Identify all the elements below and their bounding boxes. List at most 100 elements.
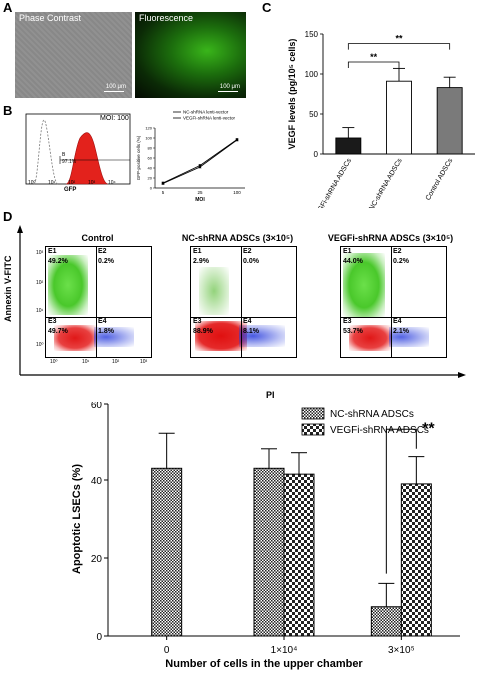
- vegf-bar: [386, 80, 412, 155]
- apop-legend-swatch: [301, 423, 325, 436]
- line-legend-label: NC-shRNA lenti-vector: [183, 110, 229, 115]
- hist-tick-2: 10²: [68, 180, 76, 186]
- line-y-tick-label: 20: [148, 176, 153, 181]
- flow-plot-3: [340, 246, 447, 358]
- panel-letter-c: C: [262, 0, 272, 15]
- line-series-0: [162, 139, 238, 184]
- line-y-tick-label: 100: [145, 136, 152, 141]
- flow-x-tick-0: 10⁰: [50, 359, 58, 365]
- gfp-positive-curve: [65, 132, 109, 185]
- vegf-bar: [335, 137, 362, 155]
- histogram-x-label: GFP: [64, 187, 77, 193]
- line-y-tick-label: 0: [150, 186, 153, 191]
- apop-y-tick-label: 0: [96, 632, 102, 643]
- scatter-cluster-upper-left: [343, 253, 385, 317]
- apop-x-tick-label: 3×10⁵: [388, 645, 415, 656]
- panel-letter-b: B: [3, 103, 13, 118]
- line-x-tick-label: 100: [233, 190, 241, 195]
- fluorescence-image: Fluorescence 100 μm: [135, 12, 246, 98]
- phase-contrast-image: Phase Contrast 100 μm: [15, 12, 132, 98]
- apop-bar: [283, 473, 315, 637]
- apop-legend-label: VEGFi-shRNA ADSCs: [330, 425, 429, 436]
- vegf-y-tick-label: 150: [305, 30, 319, 39]
- fluorescence-label: Fluorescence: [139, 13, 194, 23]
- gfp-histogram: [25, 113, 131, 185]
- apop-x-tick-label: 1×10⁴: [271, 645, 298, 656]
- q-e4-label-3: E4: [393, 318, 402, 325]
- q-e2-value-2: 0.0%: [243, 258, 259, 265]
- panel-letter-d: D: [3, 209, 13, 224]
- scatter-cluster-lower-left: [349, 325, 391, 351]
- line-x-tick-label: 25: [197, 190, 203, 195]
- vegf-y-tick-label: 100: [305, 70, 319, 79]
- apop-bar: [370, 606, 402, 637]
- line-x-tick-label: 5: [162, 190, 165, 195]
- flow-x-tick-3: 10³: [140, 359, 148, 365]
- scatter-cluster-upper-left: [48, 255, 88, 315]
- flow-x-tick-2: 10²: [112, 359, 120, 365]
- scale-bar-right: [218, 91, 238, 92]
- line-y-label: GFP-positive cells (%): [136, 135, 141, 180]
- q-e2-value-1: 0.2%: [98, 258, 114, 265]
- q-e1-label-3: E1: [343, 248, 352, 255]
- quadrant-vline: [96, 247, 97, 357]
- flow-x-label: PI: [266, 390, 275, 400]
- vegf-x-tick-label: Control ADSCs: [425, 157, 455, 202]
- q-e4-label-2: E4: [243, 318, 252, 325]
- phase-contrast-label: Phase Contrast: [19, 13, 82, 23]
- hist-tick-1: 10¹: [48, 180, 56, 186]
- quadrant-hline: [191, 317, 296, 318]
- scatter-cluster-upper-left: [199, 267, 229, 315]
- vegf-x-tick-label: VEGFi-shRNA ADSCs: [312, 157, 353, 208]
- line-y-tick-label: 60: [148, 156, 153, 161]
- apop-legend-swatch: [301, 407, 325, 420]
- line-y-tick-label: 120: [145, 126, 152, 131]
- vegf-sig-bracket: [347, 43, 451, 50]
- line-point: [235, 138, 239, 142]
- apop-legend-label: NC-shRNA ADSCs: [330, 409, 414, 420]
- flow-y-tick-3: 10³: [36, 250, 44, 256]
- apop-bar: [400, 483, 432, 637]
- scatter-cluster-lower-right: [239, 325, 285, 347]
- q-e3-label-2: E3: [193, 318, 202, 325]
- flow-y-label: Annexin V-FITC: [3, 255, 13, 322]
- apop-y-tick-label: 40: [91, 476, 103, 487]
- line-point: [161, 181, 165, 185]
- line-point: [198, 165, 202, 169]
- gate-label: B: [62, 152, 66, 158]
- apoptosis-bar-chart: 0 20 40 60 Apoptotic LSECs (%) 0 1×10⁴ 3×10⁵ Num…: [71, 402, 460, 670]
- vegf-sig-label: **: [370, 52, 378, 62]
- apop-x-label: Number of cells in the upper chamber: [165, 658, 363, 670]
- vegf-sig-bracket: [347, 61, 400, 68]
- scatter-cluster-lower-right: [389, 327, 429, 347]
- vegf-bar: [436, 87, 463, 155]
- apop-bar: [151, 467, 183, 637]
- scatter-cluster-lower-left: [54, 325, 96, 351]
- scatter-cluster-lower-right: [94, 327, 134, 347]
- flow-plot-1: [45, 246, 152, 358]
- flow-y-tick-0: 10⁰: [36, 342, 44, 348]
- q-e1-label-2: E1: [193, 248, 202, 255]
- flow-plot-title-1: Control: [81, 233, 114, 243]
- quadrant-vline: [391, 247, 392, 357]
- apop-y-tick-label: 20: [91, 554, 103, 565]
- hist-tick-4: 10⁴: [108, 180, 116, 186]
- flow-plot-title-3: VEGFi-shRNA ADSCs (3×10⁵): [327, 233, 454, 243]
- line-y-tick-label: 40: [148, 166, 153, 171]
- quadrant-hline: [341, 317, 446, 318]
- scale-label-right: 100 μm: [219, 84, 240, 90]
- line-legend-label: VEGFi-shRNA lenti-vector: [183, 116, 236, 121]
- q-e3-label-3: E3: [343, 318, 352, 325]
- q-e1-value-1: 49.2%: [48, 258, 68, 265]
- q-e2-label-3: E2: [393, 248, 402, 255]
- q-e1-value-2: 2.9%: [193, 258, 209, 265]
- vegf-bar-chart: 0 50 100 150 VEGF levels (pg/10⁵ cells) VEGFi…: [287, 30, 475, 208]
- moi-label: MOI: 100: [100, 115, 129, 122]
- q-e4-label-1: E4: [98, 318, 107, 325]
- flow-axis-arrows: [17, 225, 466, 378]
- apop-sig-bracket: [385, 428, 417, 574]
- q-e1-label-1: E1: [48, 248, 57, 255]
- q-e4-value-1: 1.8%: [98, 328, 114, 335]
- q-e2-value-3: 0.2%: [393, 258, 409, 265]
- scale-bar-left: [104, 91, 124, 92]
